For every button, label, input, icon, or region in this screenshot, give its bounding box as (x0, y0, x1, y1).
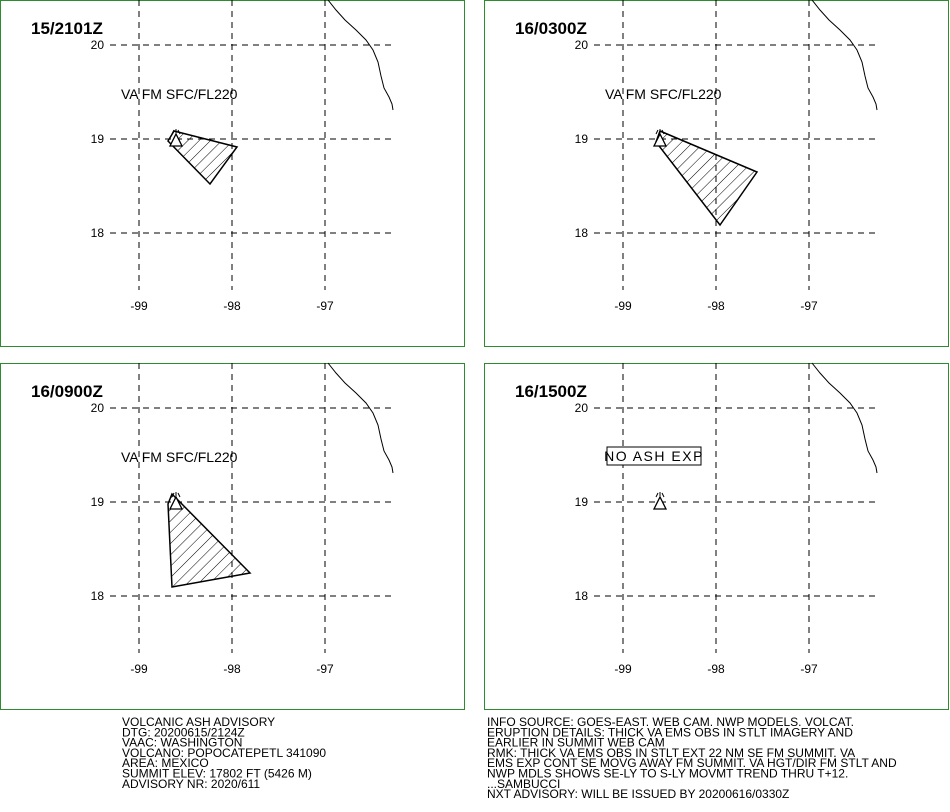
latitude-label: 20 (91, 401, 105, 415)
advisory-text: RMK: THICK VA EMS OBS IN STLT EXT 22 NM … (487, 746, 855, 760)
advisory-text: VOLCANIC ASH ADVISORY (122, 715, 275, 729)
latitude-label: 18 (575, 589, 589, 603)
longitude-label: -97 (800, 299, 818, 313)
valid-time: 16/1500Z (515, 382, 587, 401)
ash-area (167, 130, 239, 186)
ash-label: NO ASH EXP (604, 448, 704, 464)
latitude-label: 18 (91, 226, 105, 240)
coastline (811, 0, 878, 111)
latitude-label: 20 (575, 38, 589, 52)
longitude-label: -97 (316, 299, 334, 313)
advisory-text: ERUPTION DETAILS: THICK VA EMS OBS IN ST… (487, 725, 853, 739)
advisory-text: DTG: 20200615/2124Z (122, 725, 245, 739)
longitude-label: -97 (800, 662, 818, 676)
valid-time: 15/2101Z (31, 19, 103, 38)
ash-label: VA FM SFC/FL220 (121, 86, 238, 102)
valid-time: 16/0900Z (31, 382, 103, 401)
longitude-label: -98 (223, 662, 241, 676)
advisory-text: ...SAMBUCCI (487, 777, 560, 791)
ash-area (167, 492, 252, 588)
volcano-plume (171, 492, 181, 498)
volcano-plume (655, 492, 665, 498)
volcano-plume (171, 129, 181, 135)
latitude-label: 18 (575, 226, 589, 240)
longitude-label: -99 (614, 299, 632, 313)
map-panel: 20 19 18 -99 -98 -97 15/2101Z VA FM SFC/FL220 (0, 0, 465, 347)
advisory-text: NWP MDLS SHOWS SE-LY TO S-LY MOVMT TREND… (487, 767, 848, 781)
latitude-label: 20 (575, 401, 589, 415)
valid-time: 16/0300Z (515, 19, 587, 38)
longitude-label: -99 (130, 662, 148, 676)
advisory-text: NXT ADVISORY: WILL BE ISSUED BY 20200616… (487, 787, 789, 801)
map-panel: 20 19 18 -99 -98 -97 16/0900Z VA FM SFC/FL220 (0, 362, 465, 710)
latitude-label: 19 (91, 495, 105, 509)
latitude-label: 19 (575, 495, 589, 509)
volcano-plume (655, 129, 665, 135)
ash-label-box (606, 446, 702, 466)
volcano-symbol (652, 129, 668, 147)
advisory-text: EARLIER IN SUMMIT WEB CAM (487, 736, 665, 750)
coastline (327, 362, 394, 474)
advisory-text: INFO SOURCE: GOES-EAST. WEB CAM. NWP MOD… (487, 715, 854, 729)
volcano-symbol (652, 492, 668, 510)
longitude-label: -97 (316, 662, 334, 676)
volcano-triangle (652, 132, 668, 147)
volcano-triangle (652, 495, 668, 510)
volcano-symbol (168, 492, 184, 510)
latitude-label: 18 (91, 589, 105, 603)
longitude-label: -98 (707, 662, 725, 676)
advisory-text: EMS EXP CONT SE MOVG AWAY FM SUMMIT. VA … (487, 756, 897, 770)
longitude-label: -99 (614, 662, 632, 676)
coastline (811, 362, 878, 474)
latitude-label: 20 (91, 38, 105, 52)
advisory-text: SUMMIT ELEV: 17802 FT (5426 M) (122, 767, 312, 781)
longitude-label: -98 (707, 299, 725, 313)
volcano-triangle (168, 132, 184, 147)
coastline (327, 0, 394, 111)
volcano-symbol (168, 129, 184, 147)
map-panel: 20 19 18 -99 -98 -97 16/1500Z NO ASH EXP (484, 362, 949, 710)
longitude-label: -99 (130, 299, 148, 313)
advisory-text: VAAC: WASHINGTON (122, 736, 242, 750)
map-panel: 20 19 18 -99 -98 -97 16/0300Z VA FM SFC/FL220 (484, 0, 949, 347)
volcano-triangle (168, 495, 184, 510)
advisory-text: AREA: MEXICO (122, 756, 209, 770)
ash-label: VA FM SFC/FL220 (121, 449, 238, 465)
longitude-label: -98 (223, 299, 241, 313)
latitude-label: 19 (575, 132, 589, 146)
latitude-label: 19 (91, 132, 105, 146)
advisory-text: ADVISORY NR: 2020/611 (122, 777, 260, 791)
advisory-text: VOLCANO: POPOCATEPETL 341090 (122, 746, 326, 760)
ash-label: VA FM SFC/FL220 (605, 86, 722, 102)
